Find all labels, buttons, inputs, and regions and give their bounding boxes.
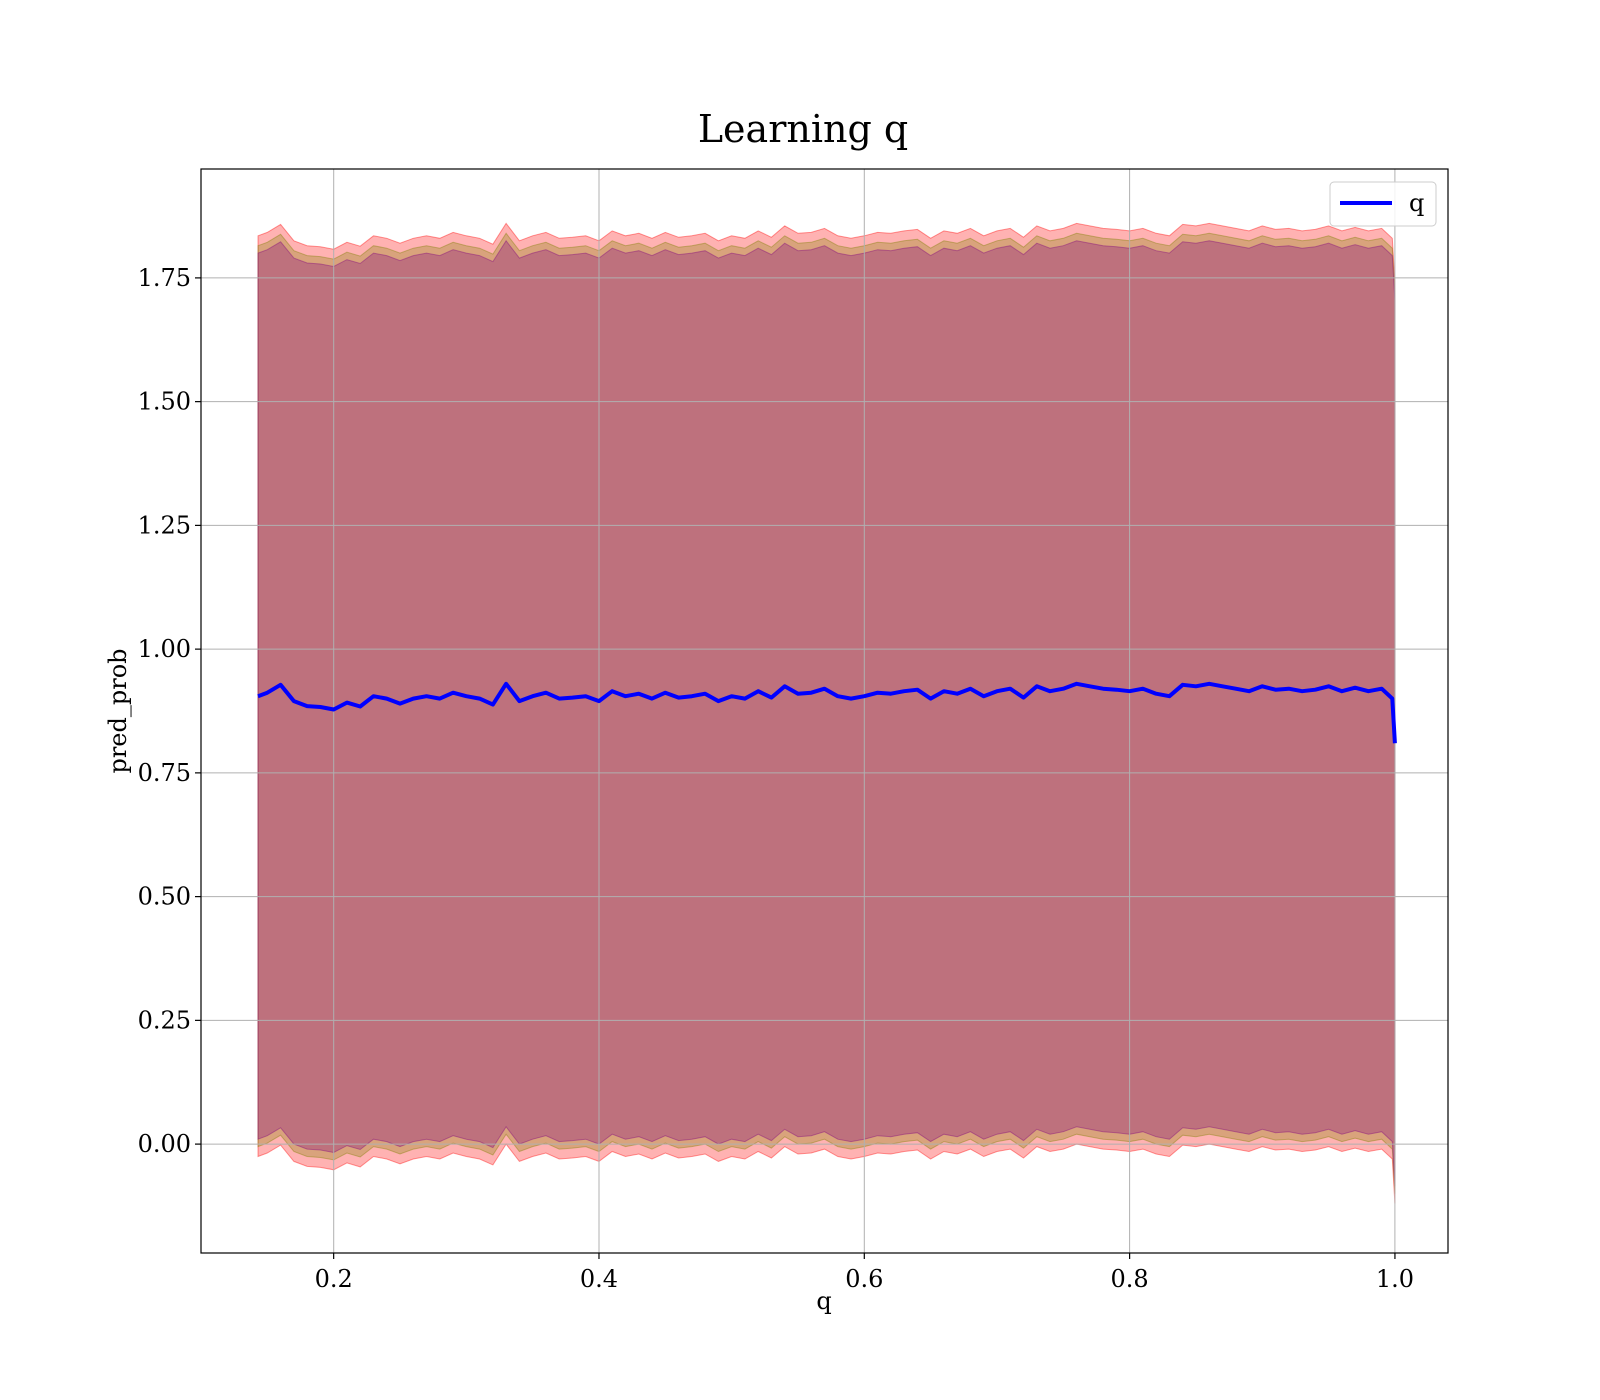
x-tick-label: 0.4 (580, 1265, 618, 1293)
x-tick-label: 0.6 (845, 1265, 883, 1293)
legend: q (1329, 181, 1437, 227)
y-tick-label: 1.75 (138, 264, 191, 292)
y-tick-label: 1.50 (138, 388, 191, 416)
y-tick-label: 1.25 (138, 511, 191, 539)
series-lines (257, 681, 1397, 744)
confidence-bands (257, 222, 1396, 1204)
series-line-q (257, 681, 1397, 744)
x-tick-label: 0.2 (315, 1265, 353, 1293)
y-tick-label: 1.00 (138, 635, 191, 663)
confidence-band-3 (257, 239, 1396, 1187)
y-axis-label: pred_prob (104, 648, 132, 773)
y-axis-ticks: 0.00 0.25 0.50 0.75 1.00 1.25 1.50 1.75 (138, 264, 201, 1158)
x-tick-label: 1.0 (1376, 1265, 1414, 1293)
y-tick-label: 0.50 (138, 883, 191, 911)
x-axis-label: q (816, 1287, 831, 1315)
y-tick-label: 0.00 (138, 1130, 191, 1158)
y-tick-label: 0.75 (138, 759, 191, 787)
x-axis-ticks: 0.2 0.4 0.6 0.8 1.0 (315, 1253, 1414, 1293)
legend-label-q: q (1409, 189, 1424, 217)
x-tick-label: 0.8 (1111, 1265, 1149, 1293)
y-tick-label: 0.25 (138, 1006, 191, 1034)
chart-title: Learning q (698, 107, 908, 151)
plot-frame (200, 168, 1449, 1254)
